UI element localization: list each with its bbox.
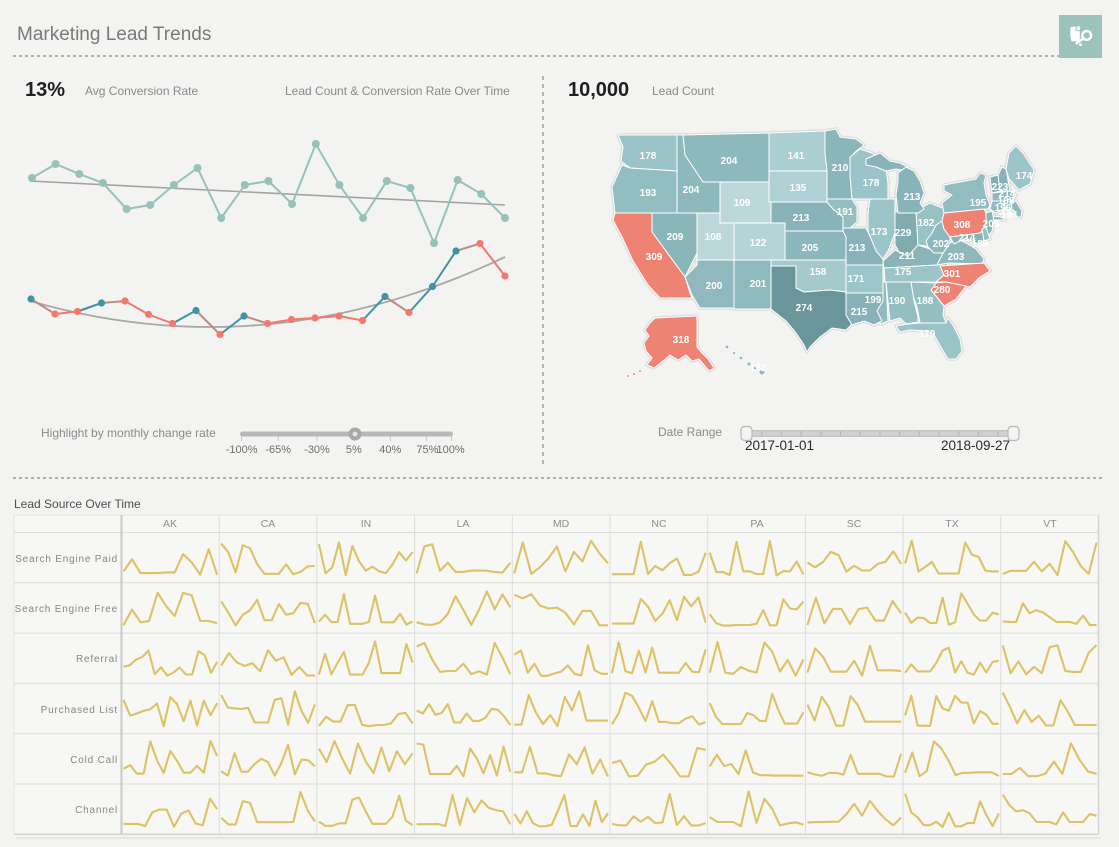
svg-text:174: 174 bbox=[1016, 171, 1033, 182]
svg-text:196: 196 bbox=[995, 203, 1012, 214]
svg-text:158: 158 bbox=[810, 267, 827, 278]
svg-text:AK: AK bbox=[163, 518, 177, 530]
svg-text:202: 202 bbox=[933, 239, 950, 250]
svg-text:209: 209 bbox=[667, 232, 684, 243]
svg-text:204: 204 bbox=[683, 185, 700, 196]
svg-text:214: 214 bbox=[959, 233, 976, 244]
svg-text:173: 173 bbox=[871, 227, 888, 238]
svg-text:Search Engine Free: Search Engine Free bbox=[15, 604, 118, 615]
svg-text:191: 191 bbox=[837, 207, 854, 218]
svg-text:141: 141 bbox=[788, 151, 805, 162]
svg-text:135: 135 bbox=[790, 183, 807, 194]
svg-text:188: 188 bbox=[917, 296, 934, 307]
svg-text:199: 199 bbox=[865, 295, 882, 306]
svg-text:301: 301 bbox=[944, 269, 961, 280]
svg-text:203: 203 bbox=[948, 252, 965, 263]
svg-text:109: 109 bbox=[734, 198, 751, 209]
svg-text:189: 189 bbox=[972, 239, 989, 250]
svg-text:108: 108 bbox=[998, 196, 1015, 207]
svg-text:223: 223 bbox=[992, 182, 1009, 193]
svg-text:CA: CA bbox=[261, 518, 276, 530]
svg-text:Channel: Channel bbox=[75, 805, 118, 816]
svg-text:MD: MD bbox=[553, 518, 570, 530]
svg-text:318: 318 bbox=[673, 335, 690, 346]
svg-text:NC: NC bbox=[651, 518, 667, 530]
svg-text:-30%: -30% bbox=[304, 444, 330, 456]
svg-text:40%: 40% bbox=[379, 444, 401, 456]
svg-text:178: 178 bbox=[863, 178, 880, 189]
svg-text:175: 175 bbox=[895, 267, 912, 278]
svg-text:VT: VT bbox=[1043, 518, 1057, 530]
svg-text:Cold Call: Cold Call bbox=[70, 755, 118, 766]
svg-text:201: 201 bbox=[750, 279, 767, 290]
svg-text:75%: 75% bbox=[416, 444, 438, 456]
svg-text:179: 179 bbox=[919, 329, 936, 340]
svg-text:194: 194 bbox=[1001, 210, 1018, 221]
svg-text:5%: 5% bbox=[346, 444, 362, 456]
svg-text:213: 213 bbox=[904, 192, 921, 203]
svg-text:200: 200 bbox=[706, 281, 723, 292]
svg-text:Search Engine Paid: Search Engine Paid bbox=[15, 554, 118, 565]
svg-text:LA: LA bbox=[457, 518, 470, 530]
svg-text:308: 308 bbox=[954, 220, 971, 231]
svg-text:192: 192 bbox=[750, 363, 767, 374]
svg-text:229: 229 bbox=[895, 228, 912, 239]
svg-text:PA: PA bbox=[750, 518, 763, 530]
svg-text:IN: IN bbox=[361, 518, 372, 530]
svg-text:182: 182 bbox=[918, 218, 935, 229]
svg-text:178: 178 bbox=[640, 151, 657, 162]
svg-text:280: 280 bbox=[934, 285, 951, 296]
svg-text:204: 204 bbox=[721, 156, 738, 167]
svg-text:309: 309 bbox=[646, 252, 663, 263]
svg-text:-100%: -100% bbox=[226, 444, 258, 456]
svg-text:100%: 100% bbox=[437, 444, 465, 456]
svg-text:190: 190 bbox=[889, 296, 906, 307]
svg-text:209: 209 bbox=[983, 219, 1000, 230]
svg-text:211: 211 bbox=[899, 251, 916, 262]
svg-text:214: 214 bbox=[999, 189, 1016, 200]
svg-text:Purchased List: Purchased List bbox=[41, 705, 118, 716]
svg-text:171: 171 bbox=[848, 274, 865, 285]
svg-text:210: 210 bbox=[832, 163, 849, 174]
svg-text:215: 215 bbox=[851, 307, 868, 318]
svg-text:TX: TX bbox=[945, 518, 958, 530]
svg-text:274: 274 bbox=[796, 303, 813, 314]
svg-text:213: 213 bbox=[849, 243, 866, 254]
svg-text:205: 205 bbox=[802, 243, 819, 254]
svg-text:213: 213 bbox=[793, 213, 810, 224]
svg-text:Referral: Referral bbox=[76, 654, 118, 665]
svg-text:193: 193 bbox=[640, 188, 657, 199]
svg-text:SC: SC bbox=[847, 518, 862, 530]
svg-text:108: 108 bbox=[705, 232, 722, 243]
svg-text:122: 122 bbox=[750, 238, 767, 249]
svg-text:-65%: -65% bbox=[265, 444, 291, 456]
svg-text:195: 195 bbox=[970, 198, 987, 209]
